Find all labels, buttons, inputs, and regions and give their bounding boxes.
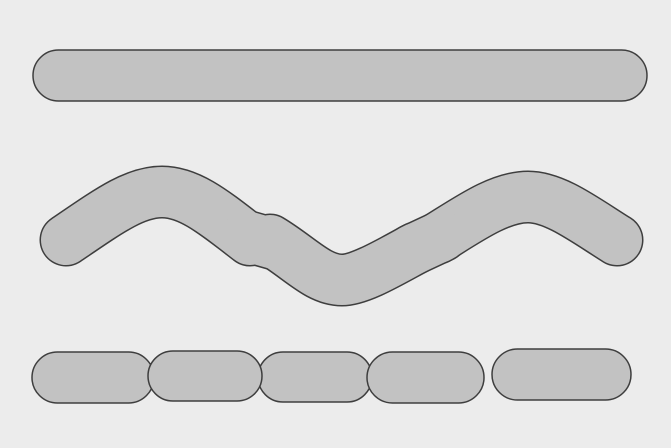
straight-capsule: [32, 49, 648, 102]
wave-joint-2: [387, 211, 467, 275]
straight-capsule-row: [32, 49, 648, 102]
capsule-row: [31, 348, 632, 404]
capsule-4: [366, 351, 485, 404]
wave-joint-1: [221, 211, 299, 269]
capsule-3: [257, 351, 373, 403]
wave-segment-1: [41, 167, 275, 265]
capsule-1: [31, 351, 155, 404]
wavy-capsule-chain: [39, 165, 644, 307]
wave-segment-3: [413, 172, 642, 265]
capsule-2: [147, 350, 263, 402]
capsule-5: [491, 348, 632, 401]
